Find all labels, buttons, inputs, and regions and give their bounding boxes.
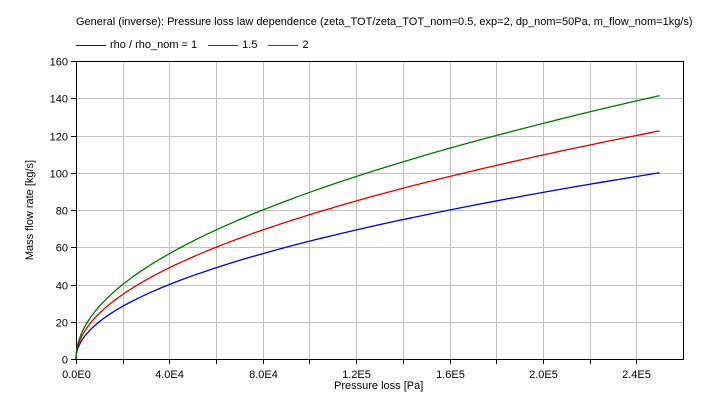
x-tick-label: 2.0E5 bbox=[529, 369, 558, 381]
legend-label: rho / rho_nom = 1 bbox=[110, 39, 198, 51]
y-axis-label: Mass flow rate [kg/s] bbox=[24, 159, 36, 261]
legend-line-red bbox=[208, 44, 239, 46]
y-tick-label: 40 bbox=[56, 281, 68, 293]
legend-label: 2 bbox=[302, 39, 309, 51]
chart-title: General (inverse): Pressure loss law dep… bbox=[76, 16, 693, 28]
series-line bbox=[75, 172, 660, 360]
y-tick-label: 140 bbox=[50, 94, 68, 106]
plot-frame bbox=[76, 61, 684, 360]
legend: rho / rho_nom = 1 1.5 2 bbox=[76, 38, 320, 52]
y-tick-label: 160 bbox=[50, 57, 68, 69]
y-tick-label: 60 bbox=[56, 243, 68, 255]
series-line bbox=[75, 130, 660, 360]
y-tick-label: 0 bbox=[62, 355, 68, 367]
y-tick-label: 100 bbox=[50, 169, 68, 181]
legend-item-rho-1: rho / rho_nom = 1 bbox=[76, 39, 197, 51]
legend-label: 1.5 bbox=[242, 39, 258, 51]
legend-line-blue bbox=[76, 44, 106, 46]
y-tick-label: 120 bbox=[50, 132, 68, 144]
x-tick-label: 1.6E5 bbox=[436, 369, 465, 381]
legend-item-rho-1-5: 1.5 bbox=[208, 39, 257, 51]
y-tick-label: 80 bbox=[56, 206, 68, 218]
x-axis-label: Pressure loss [Pa] bbox=[334, 380, 424, 392]
x-tick-label: 2.4E5 bbox=[622, 369, 651, 381]
x-tick-label: 0.0E0 bbox=[62, 369, 91, 381]
legend-item-rho-2: 2 bbox=[268, 39, 309, 51]
y-tick-label: 20 bbox=[56, 318, 68, 330]
x-tick-label: 1.2E5 bbox=[342, 369, 371, 381]
legend-line-green bbox=[268, 44, 299, 46]
x-tick-label: 4.0E4 bbox=[155, 369, 184, 381]
series-line bbox=[75, 94, 660, 360]
x-tick-label: 8.0E4 bbox=[249, 369, 278, 381]
